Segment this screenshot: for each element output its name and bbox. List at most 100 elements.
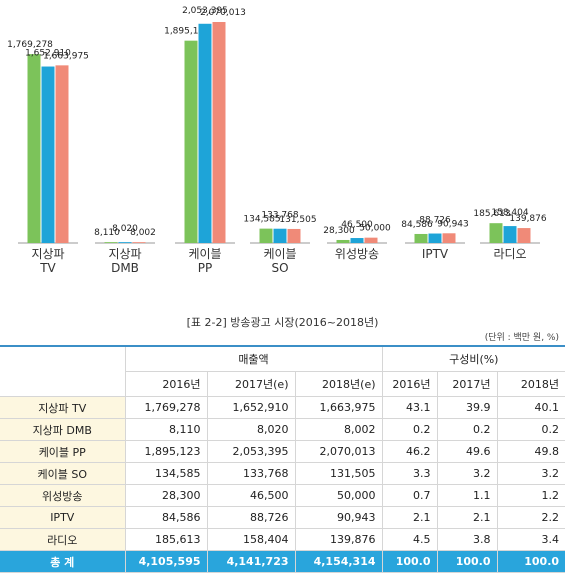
table-cell: 케이블 SO	[0, 462, 126, 485]
table-cell: 90,943	[294, 506, 383, 529]
table-cell: 3.2	[436, 462, 498, 485]
x-tick-label-line: DMB	[111, 261, 139, 275]
table-cell: 케이블 PP	[0, 440, 126, 463]
x-tick-label-line: SO	[271, 261, 288, 275]
table-row: 총 계 4,105,595 4,141,723 4,154,314 100.0 100.0…	[0, 550, 565, 573]
table-cell: 1,663,975	[294, 396, 383, 419]
table-cell: 49.6	[436, 440, 498, 463]
data-label: 158,404	[491, 208, 528, 218]
table-cell: 133,768	[206, 462, 296, 485]
bar	[184, 40, 198, 243]
x-tick-label-line: TV	[39, 261, 56, 275]
table-cell: 지상파 DMB	[0, 418, 126, 441]
data-label: 1,895,123	[164, 27, 210, 37]
bar	[364, 237, 378, 243]
table-cell: 139,876	[294, 528, 383, 551]
table-cell: 3.2	[496, 462, 565, 485]
table-cell: 8,002	[294, 418, 383, 441]
table-cell: 185,613	[124, 528, 208, 551]
table-cell: 지상파 TV	[0, 396, 126, 419]
table-cell: 39.9	[436, 396, 498, 419]
data-label: 2,070,013	[200, 8, 246, 18]
table-cell: 1,769,278	[124, 396, 208, 419]
data-label: 50,000	[359, 224, 391, 234]
data-label: 133,768	[261, 211, 298, 221]
table-cell: 28,300	[124, 484, 208, 507]
bar	[503, 226, 517, 243]
x-tick-label-line: 케이블	[263, 247, 296, 261]
bar	[350, 238, 364, 243]
table-cell: 총 계	[0, 550, 126, 573]
table-cell: 88,726	[206, 506, 296, 529]
bar	[336, 239, 350, 243]
x-tick-label: 케이블 PP	[188, 247, 221, 275]
x-tick-label-line: 케이블	[188, 247, 221, 261]
bar	[132, 242, 146, 243]
x-tick-label-line: 지상파	[31, 247, 64, 261]
data-label: 1,769,278	[7, 40, 53, 50]
table-cell: 49.8	[496, 440, 565, 463]
bar	[212, 22, 226, 243]
x-tick-label: 지상파 DMB	[108, 247, 141, 275]
table-cell: 3.4	[496, 528, 565, 551]
x-tick-label: IPTV	[422, 247, 449, 261]
table-cell: 134,585	[124, 462, 208, 485]
bar	[55, 65, 69, 244]
table-cell: 1,895,123	[124, 440, 208, 463]
table-cell: 2018년(e)	[294, 371, 383, 397]
table-cell: 2016년	[381, 371, 438, 397]
data-label: 185,613	[473, 209, 510, 219]
table-cell: 0.7	[381, 484, 438, 507]
bar	[104, 242, 118, 243]
table-cell: 2,070,013	[294, 440, 383, 463]
x-tick-label-line: IPTV	[422, 247, 449, 261]
table-cell: 46.2	[381, 440, 438, 463]
table-cell: 구성비(%)	[381, 345, 565, 372]
bar	[442, 233, 456, 243]
table-cell: 50,000	[294, 484, 383, 507]
x-tick-label: 위성방송	[335, 247, 379, 261]
data-label: 84,586	[401, 220, 433, 230]
x-tick-label: 지상파 TV	[31, 247, 64, 275]
bar	[198, 23, 212, 243]
table-row: 지상파 TV 1,769,278 1,652,910 1,663,975 43.1 39.…	[0, 396, 565, 419]
table-cell: 8,110	[124, 418, 208, 441]
x-tick-label-line: 위성방송	[335, 247, 379, 261]
table-cell: 3.3	[381, 462, 438, 485]
bar	[41, 66, 55, 243]
data-label: 2,053,395	[182, 6, 228, 16]
table-cell: 라디오	[0, 528, 126, 551]
table-row: 지상파 DMB 8,110 8,020 8,002 0.2 0.2 0.2	[0, 418, 565, 441]
data-label: 139,876	[509, 214, 546, 224]
table-cell: 43.1	[381, 396, 438, 419]
x-tick-label-line: 라디오	[493, 247, 526, 261]
table-cell: 4,154,314	[294, 550, 383, 573]
table-cell: 2016년	[125, 371, 208, 397]
data-label: 134,585	[243, 215, 280, 225]
table-cell	[0, 345, 126, 397]
bar	[414, 233, 428, 243]
table-cell: 1.1	[436, 484, 498, 507]
table-title: [표 2-2] 방송광고 시장(2016~2018년)	[186, 316, 379, 329]
table-row: 위성방송 28,300 46,500 50,000 0.7 1.1 1.2	[0, 484, 565, 507]
table-cell: 1.2	[496, 484, 565, 507]
bar	[517, 228, 531, 243]
x-tick-label: 라디오	[493, 247, 526, 261]
table-cell: 84,586	[124, 506, 208, 529]
table-unit: (단위 : 백만 원, %)	[484, 333, 559, 343]
table-cell: 4,105,595	[124, 550, 208, 573]
x-tick-label-line: PP	[198, 261, 212, 275]
bar	[428, 233, 442, 243]
data-label: 90,943	[437, 219, 469, 229]
table-cell: 매출액	[124, 345, 383, 372]
table-cell: 158,404	[206, 528, 296, 551]
table-cell: 2017년	[436, 371, 498, 397]
table-row: IPTV 84,586 88,726 90,943 2.1 2.1 2.2	[0, 506, 565, 529]
table-cell: 0.2	[436, 418, 498, 441]
table-cell: 2,053,395	[206, 440, 296, 463]
table-row: 라디오 185,613 158,404 139,876 4.5 3.8 3.4	[0, 528, 565, 551]
bar	[118, 242, 132, 243]
table-row: 케이블 PP 1,895,123 2,053,395 2,070,013 46.2 49.…	[0, 440, 565, 463]
table-cell: 4,141,723	[206, 550, 296, 573]
